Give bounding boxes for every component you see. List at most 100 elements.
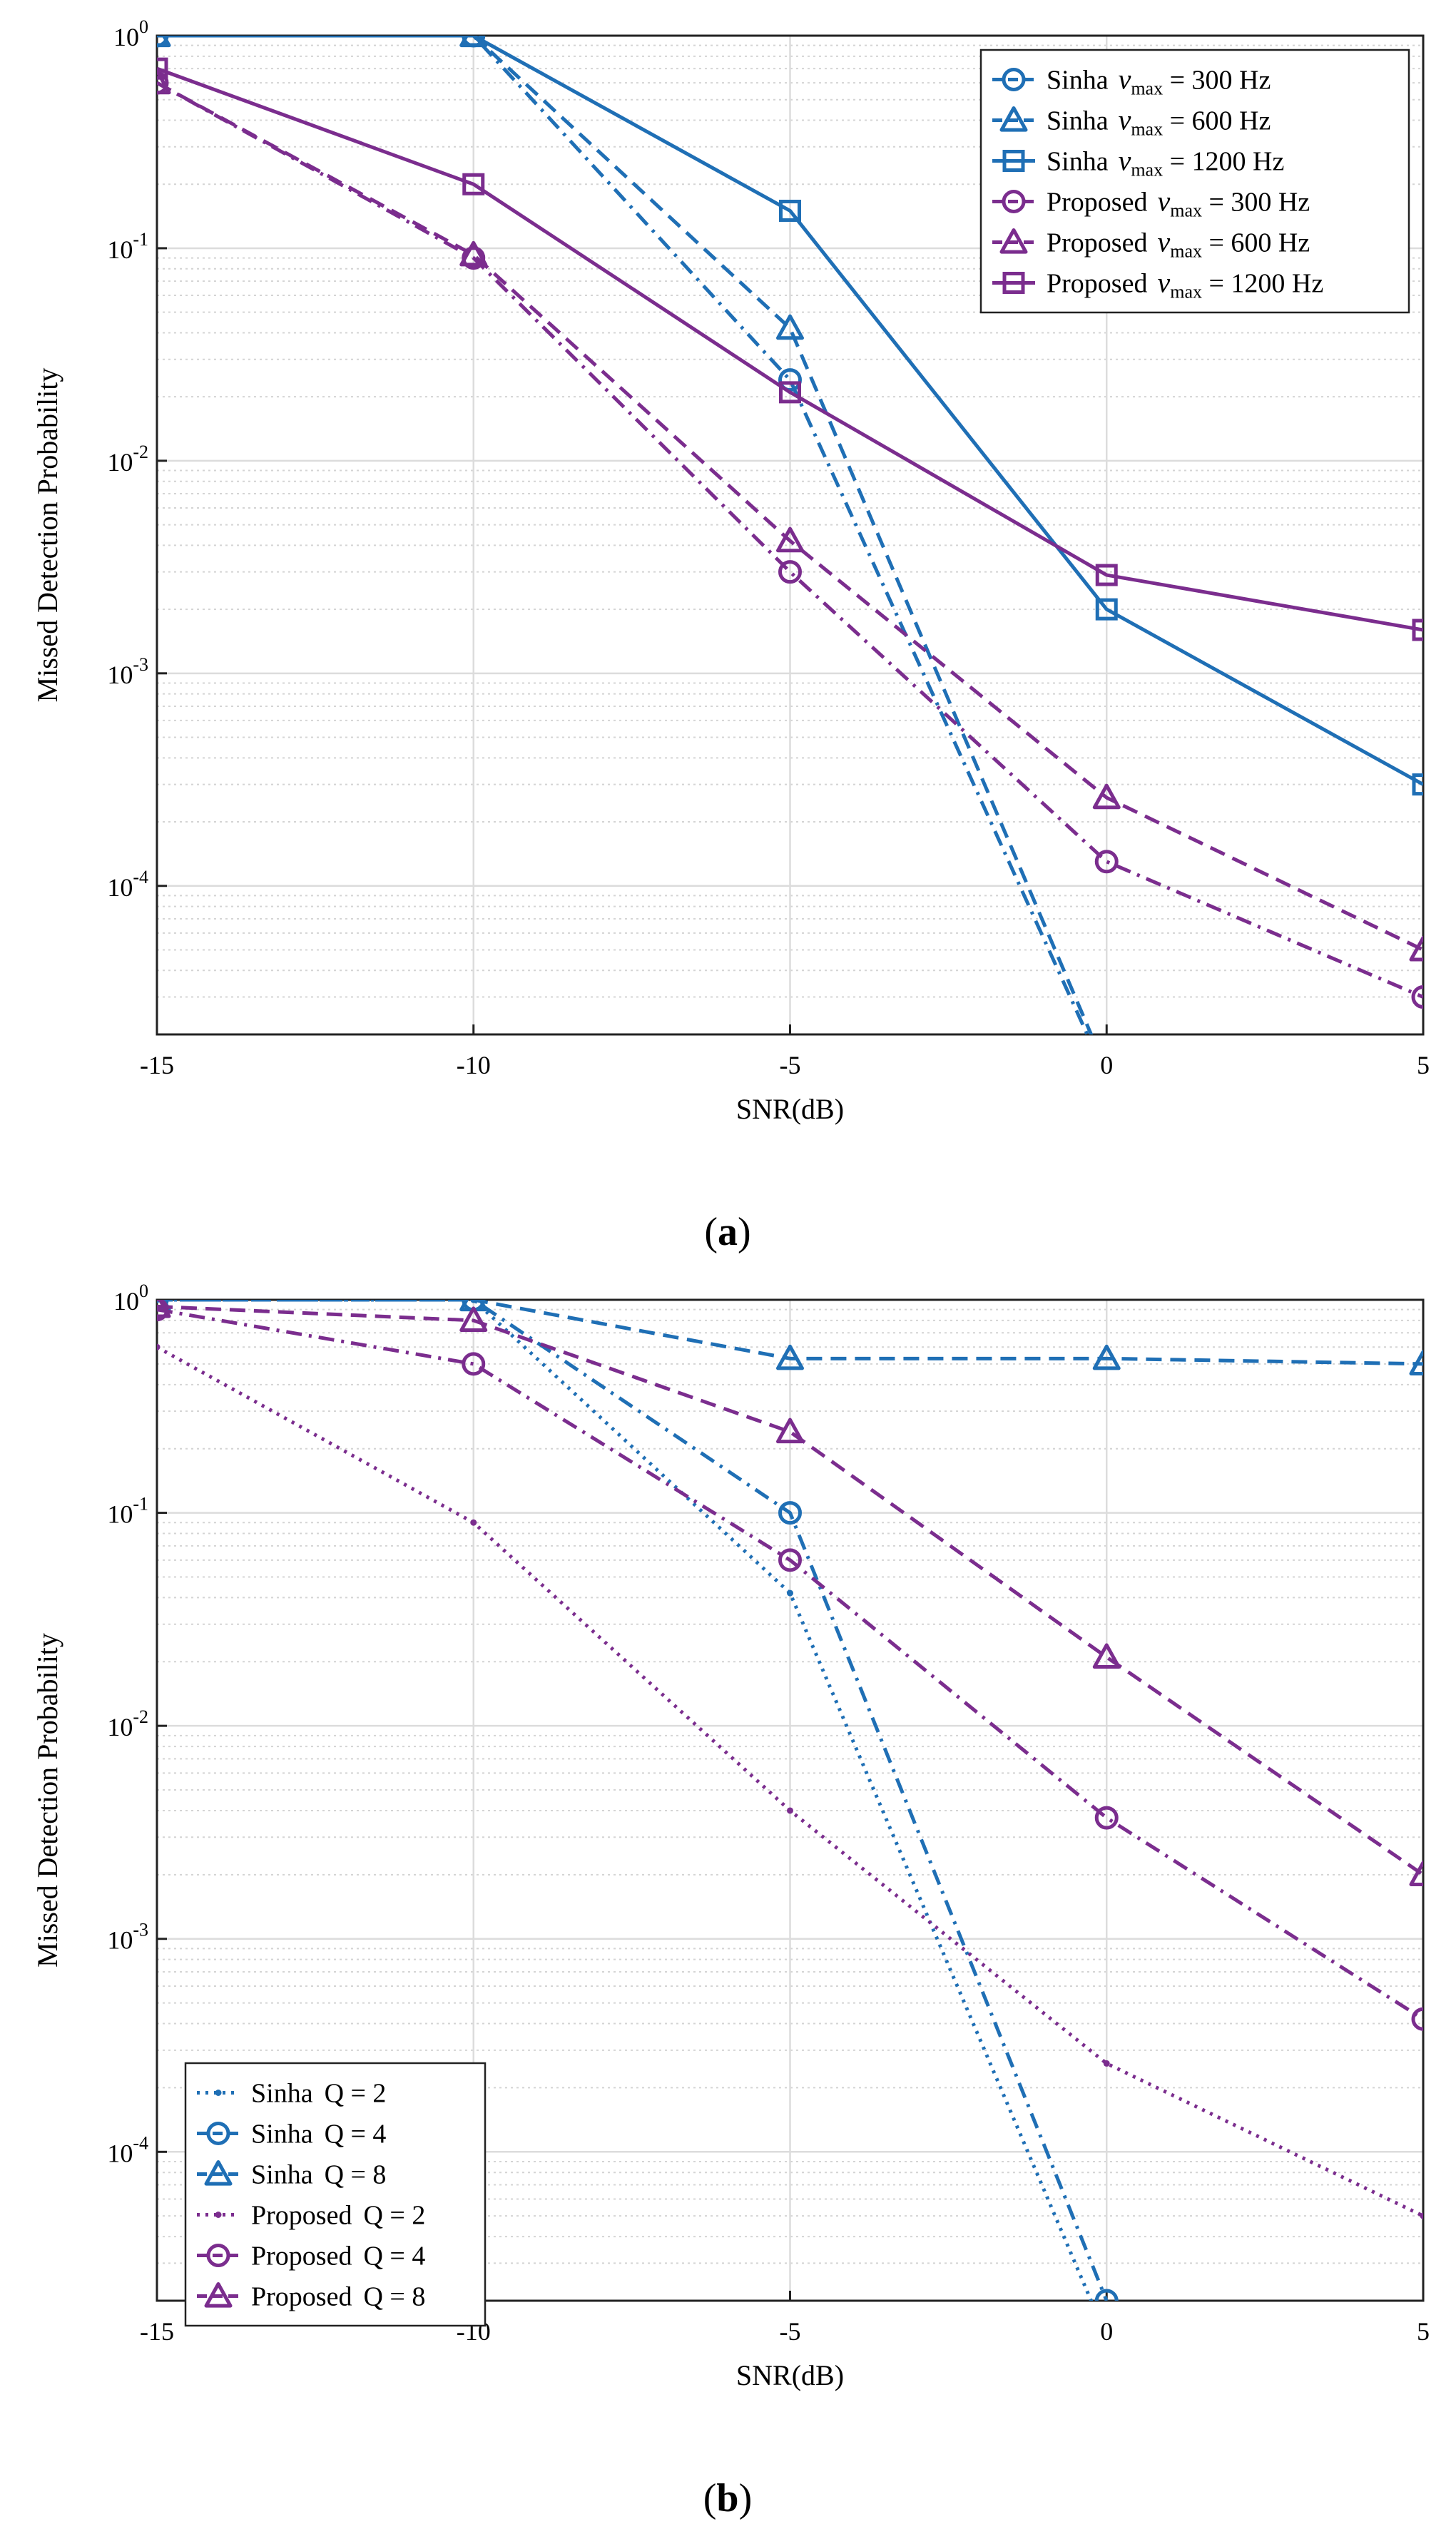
series-5-marker xyxy=(779,381,801,404)
series-line-3 xyxy=(157,81,1423,999)
legend-entry-2: Sinha Q = 8 xyxy=(251,2160,386,2190)
y-tick-label: 10-3 xyxy=(107,1920,148,1955)
x-tick-label: 5 xyxy=(1417,1051,1430,1079)
panel-caption: (a) xyxy=(704,1210,750,1254)
series-3-marker xyxy=(157,71,169,95)
legend-entry-1: Sinha Q = 4 xyxy=(251,2120,386,2149)
x-tick-label: -5 xyxy=(780,1051,801,1079)
legend-marker xyxy=(1002,272,1025,294)
series-line-4 xyxy=(157,1308,1423,2021)
series-2-marker xyxy=(1092,1344,1121,1370)
y-tick-label: 10-1 xyxy=(107,1494,148,1529)
series-5-marker xyxy=(1409,1861,1423,1886)
series-5-marker xyxy=(1095,564,1118,586)
legend: Sinha νmax = 300 Hz Sinha νmax = 600 Hz Sinh… xyxy=(979,49,1410,314)
legend-marker xyxy=(999,106,1028,132)
y-tick-label: 10-4 xyxy=(107,867,148,902)
series-4-marker xyxy=(778,1548,802,1572)
series-4-marker xyxy=(1411,2007,1423,2031)
series-4-marker xyxy=(1409,935,1423,962)
legend-entry-5: Proposed Q = 8 xyxy=(251,2282,425,2312)
legend-marker xyxy=(1002,190,1026,213)
legend-marker xyxy=(1002,68,1026,91)
series-1-marker xyxy=(776,314,804,340)
series-line-0 xyxy=(157,1300,1094,2301)
legend-entry-3: Proposed Q = 2 xyxy=(251,2201,425,2231)
series-line-2 xyxy=(157,1300,1423,1366)
legend-entry-4: Proposed Q = 4 xyxy=(251,2242,425,2271)
legend-box xyxy=(979,49,1410,314)
y-tick-label: 10-1 xyxy=(107,229,148,264)
y-tick-label: 10-2 xyxy=(107,442,148,477)
series-5-marker xyxy=(157,57,168,80)
legend-marker xyxy=(215,2090,222,2096)
legend-marker xyxy=(204,2160,233,2186)
x-tick-label: -10 xyxy=(457,1051,491,1079)
y-axis-label: Missed Detection Probability xyxy=(31,1633,63,1968)
legend-entry-0: Sinha νmax = 300 Hz xyxy=(1047,63,1271,99)
legend-marker xyxy=(206,2244,230,2267)
legend-marker xyxy=(215,2212,222,2218)
legend-box xyxy=(184,2062,487,2327)
series-4-marker xyxy=(1094,1806,1119,1830)
legend-marker xyxy=(1002,150,1025,172)
x-tick-label: 0 xyxy=(1100,1051,1113,1079)
series-4-marker xyxy=(776,526,804,553)
series-layer xyxy=(157,1300,1423,2301)
x-tick-label: 0 xyxy=(1100,2317,1113,2346)
y-tick-label: 10-3 xyxy=(107,654,148,689)
legend-entry-2: Sinha νmax = 1200 Hz xyxy=(1047,145,1284,180)
y-tick-label: 10-4 xyxy=(107,2132,148,2167)
series-5-marker xyxy=(1412,619,1423,641)
legend-entry-0: Sinha Q = 2 xyxy=(251,2079,386,2109)
series-5-marker xyxy=(157,1300,171,1318)
series-line-4 xyxy=(157,81,1423,952)
series-2-marker xyxy=(1409,1350,1423,1375)
series-1-marker xyxy=(1094,2289,1119,2301)
y-tick-label: 100 xyxy=(113,16,148,51)
series-2-marker xyxy=(462,36,485,47)
series-2-marker xyxy=(1412,773,1423,796)
series-3-marker xyxy=(1094,850,1119,874)
legend-entry-1: Sinha νmax = 600 Hz xyxy=(1047,104,1271,140)
series-line-5 xyxy=(157,66,1423,632)
x-tick-label: 5 xyxy=(1417,2317,1430,2346)
x-tick-label: -15 xyxy=(140,1051,174,1079)
x-axis-label: SNR(dB) xyxy=(736,2359,844,2391)
series-2-marker xyxy=(1095,598,1118,621)
x-tick-label: -5 xyxy=(780,2317,801,2346)
series-3-marker xyxy=(1420,2212,1423,2219)
series-3-marker xyxy=(470,1519,477,1526)
series-4-marker xyxy=(1092,783,1121,810)
series-3-marker xyxy=(1103,2060,1110,2067)
legend-entry-3: Proposed νmax = 300 Hz xyxy=(1047,185,1310,221)
legend-marker xyxy=(999,228,1028,254)
panel-a-chart: -15 -10 -5 0 5 10-4 10-3 10-2 10-1 100 SNR(dB) Miss… xyxy=(31,16,1430,1254)
series-0-marker xyxy=(778,368,802,392)
series-5-marker xyxy=(462,173,485,195)
legend-marker xyxy=(206,2122,230,2145)
y-tick-label: 100 xyxy=(113,1281,148,1316)
y-tick-label: 10-2 xyxy=(107,1706,148,1741)
series-3-marker xyxy=(157,1343,161,1350)
series-4-marker xyxy=(459,240,488,267)
series-3-marker xyxy=(787,1807,793,1814)
x-axis-label: SNR(dB) xyxy=(736,1093,844,1125)
legend-entry-4: Proposed νmax = 600 Hz xyxy=(1047,226,1310,262)
series-3-marker xyxy=(1411,985,1423,1009)
series-3-marker xyxy=(778,560,802,584)
series-0-marker xyxy=(787,1589,793,1597)
series-4-marker xyxy=(462,1352,486,1376)
series-line-1 xyxy=(157,1300,1109,2301)
series-layer xyxy=(157,36,1423,1034)
series-line-1 xyxy=(157,36,1094,1034)
series-1-marker xyxy=(778,1501,802,1525)
series-4-marker xyxy=(157,68,171,95)
series-5-marker xyxy=(1092,1643,1121,1669)
legend-marker xyxy=(204,2282,233,2308)
panel-caption: (b) xyxy=(703,2476,752,2520)
series-line-0 xyxy=(157,36,1089,1034)
x-tick-label: -15 xyxy=(140,2317,174,2346)
series-2-marker xyxy=(776,1344,804,1370)
